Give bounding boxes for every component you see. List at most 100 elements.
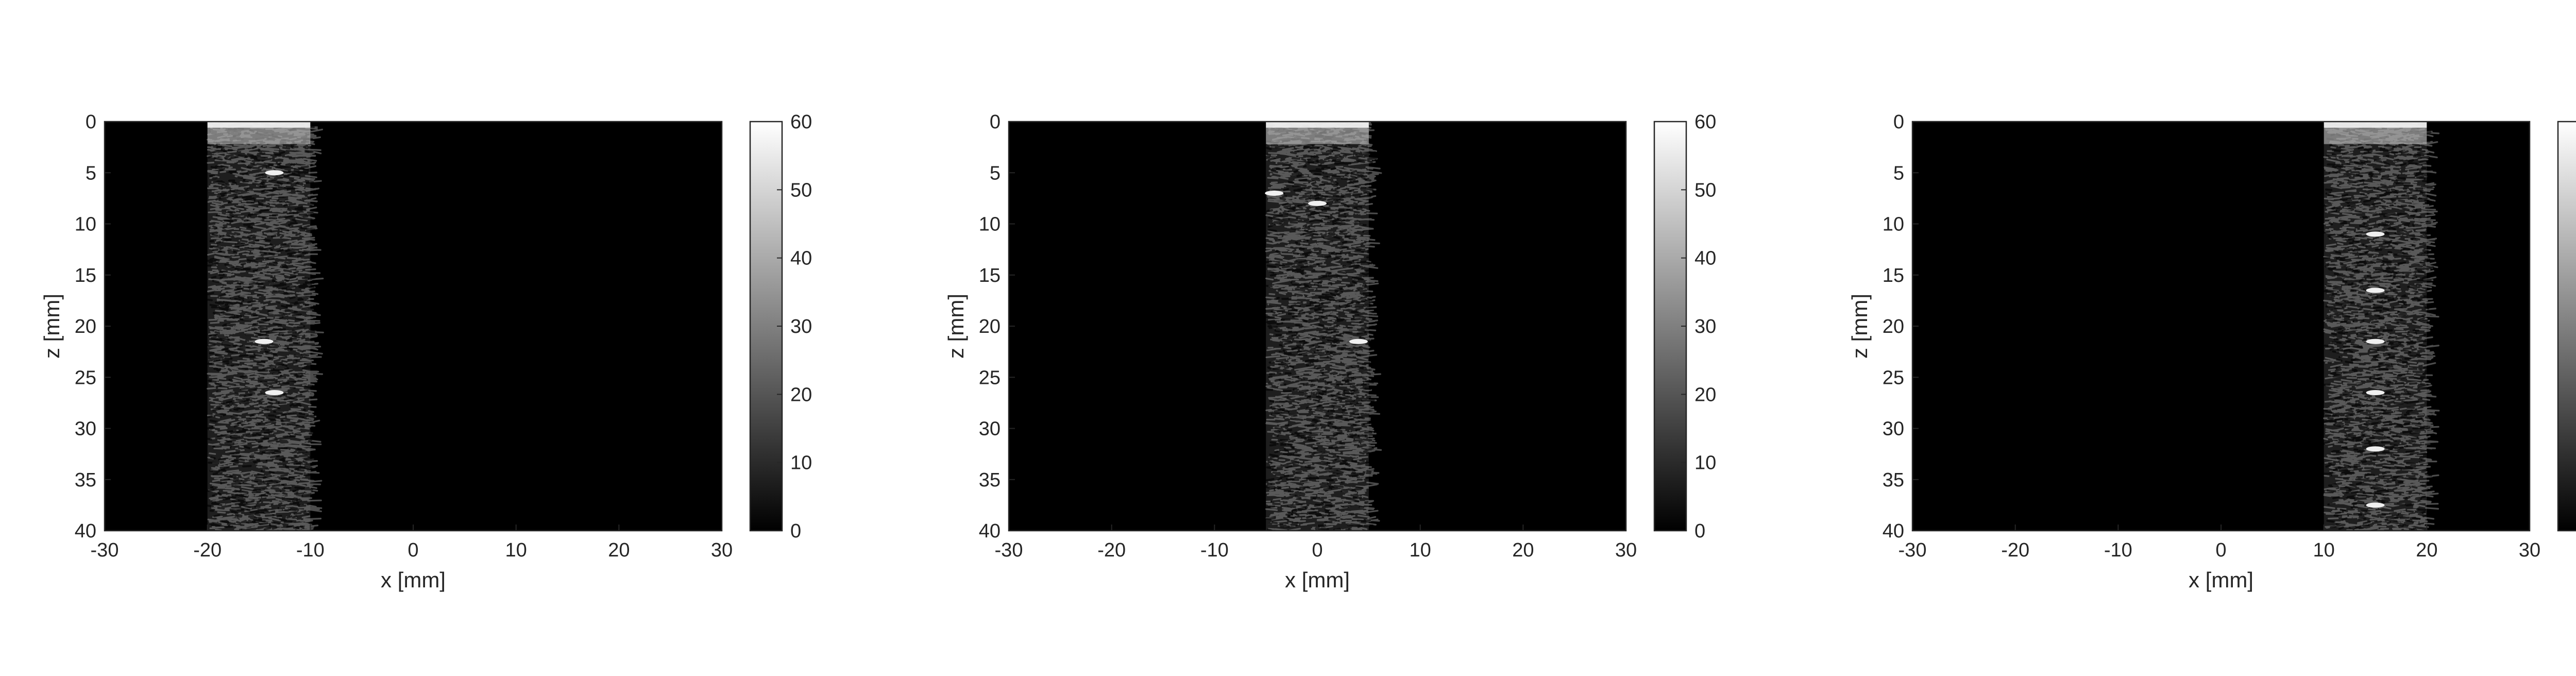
colorbar-tick-label: 0 [1694,520,1705,542]
bmode-image [1265,122,1382,531]
colorbar-tick-label: 30 [1694,316,1716,337]
bmode-image [2323,122,2440,531]
reflector-point [2366,502,2385,508]
image-background [105,122,722,531]
near-field-band-lower [1266,127,1369,144]
x-tick-label: -30 [91,539,119,561]
colorbar-tick-label: 60 [1694,111,1716,133]
x-tick-label: 20 [608,539,630,561]
y-tick-label: 25 [1883,367,1904,388]
reflector-point [265,390,284,396]
y-axis-label: z [mm] [1848,294,1872,359]
colorbar-tick-label: 50 [1694,179,1716,201]
x-axis-label: x [mm] [381,568,446,592]
colorbar-tick-label: 30 [790,316,812,337]
x-tick-label: 20 [2416,539,2437,561]
y-tick-label: 25 [979,367,1001,388]
chart-panel-2: -30 -20 -10 0 10 20 30 0 5 10 15 20 25 30 35 40 x [mm] z … [944,111,1716,592]
y-tick-label: 10 [979,214,1001,235]
reflector-point [2366,231,2385,237]
reflector-point [1349,339,1368,344]
y-tick-label: 35 [979,469,1001,491]
y-tick-label: 40 [1883,520,1904,542]
colorbar-tick-label: 40 [1694,248,1716,269]
y-tick-label: 30 [979,418,1001,440]
y-tick-label: 0 [990,111,1001,133]
x-tick-label: 10 [1410,539,1431,561]
colorbar [2557,121,2576,532]
near-field-band [207,122,311,128]
reflector-point [1265,190,1284,196]
y-tick-label: 40 [75,520,96,542]
y-tick-label: 15 [75,265,96,286]
x-tick-label: 10 [505,539,527,561]
colorbar-tick-label: 50 [790,179,812,201]
colorbar-tick-label: 40 [790,248,812,269]
y-tick-label: 15 [1883,265,1904,286]
image-background [1912,122,2530,531]
x-tick-label: 30 [1615,539,1637,561]
y-tick-label: 35 [1883,469,1904,491]
x-tick-label: -20 [193,539,222,561]
x-tick-label: 20 [1512,539,1534,561]
x-tick-label: -20 [1097,539,1126,561]
y-tick-label: 30 [75,418,96,440]
x-tick-label: 30 [2519,539,2540,561]
near-field-band-lower [2324,127,2427,144]
reflector-point [265,170,284,176]
reflector-point [2366,390,2385,396]
y-tick-label: 25 [75,367,96,388]
chart-panel-3: -30 -20 -10 0 10 20 30 0 5 10 15 20 25 30 35 40 x [mm] z … [1848,111,2576,592]
bmode-image [206,122,324,531]
colorbar-tick-label: 10 [1694,452,1716,474]
y-tick-label: 5 [990,162,1001,184]
colorbar [1653,121,1687,532]
x-tick-label: 0 [2215,539,2226,561]
colorbar-tick-label: 10 [790,452,812,474]
x-tick-label: -10 [2104,539,2132,561]
reflector-point [2366,339,2385,344]
colorbar-tick-label: 20 [790,384,812,405]
x-tick-label: 30 [711,539,733,561]
y-axis-label: z [mm] [40,294,64,359]
x-tick-label: 10 [2313,539,2335,561]
colorbar [749,121,783,532]
y-tick-label: 15 [979,265,1001,286]
y-tick-label: 30 [1883,418,1904,440]
y-tick-label: 20 [1883,316,1904,337]
colorbar-tick-label: 20 [1694,384,1716,405]
y-tick-label: 35 [75,469,96,491]
y-tick-label: 5 [1893,162,1904,184]
speckle-dark [1265,122,1378,531]
near-field-band [1266,122,1369,128]
panels: -30 -20 -10 0 10 20 30 0 5 10 15 20 25 30 35 40 x [mm] z … [40,111,2576,592]
y-tick-label: 10 [75,214,96,235]
reflector-point [1308,200,1327,206]
x-axis-label: x [mm] [1285,568,1350,592]
y-axis-label: z [mm] [944,294,968,359]
reflector-point [2366,446,2385,452]
y-tick-label: 0 [86,111,96,133]
chart-panel-1: -30 -20 -10 0 10 20 30 0 5 10 15 20 25 30 35 40 x [mm] z … [40,111,812,592]
x-axis-label: x [mm] [2189,568,2253,592]
reflector-point [255,339,274,344]
x-tick-label: 0 [408,539,418,561]
colorbar-tick-label: 0 [790,520,801,542]
y-tick-label: 5 [86,162,96,184]
reflector-point [2366,288,2385,293]
x-tick-label: 0 [1312,539,1323,561]
y-tick-label: 20 [75,316,96,337]
x-tick-label: -10 [296,539,325,561]
speckle-dark [206,122,318,531]
y-tick-label: 20 [979,316,1001,337]
y-tick-label: 0 [1893,111,1904,133]
near-field-band-lower [207,127,311,144]
x-tick-label: -30 [995,539,1023,561]
near-field-band [2324,122,2427,128]
y-tick-label: 10 [1883,214,1904,235]
x-tick-label: -10 [1200,539,1229,561]
x-tick-label: -30 [1899,539,1927,561]
colorbar-tick-label: 60 [790,111,812,133]
y-tick-label: 40 [979,520,1001,542]
